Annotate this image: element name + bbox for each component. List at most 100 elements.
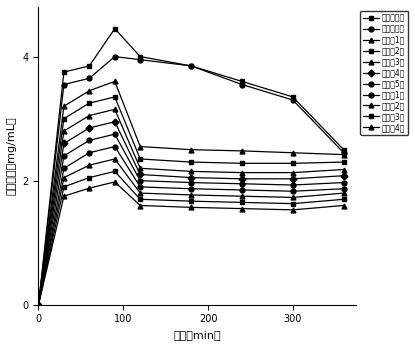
实施例4组 [61, 141, 66, 145]
对比例3组 [87, 176, 92, 180]
实施例2组 [188, 160, 193, 164]
实施例4组 [188, 176, 193, 180]
对比例1组 [290, 189, 295, 193]
实施例5组 [112, 132, 117, 136]
实施例1组 [87, 88, 92, 93]
实施例2组 [87, 101, 92, 105]
Y-axis label: 乙醇浓度（mg/mL）: 乙醇浓度（mg/mL） [7, 117, 17, 195]
Line: 对比例3组: 对比例3组 [36, 169, 346, 307]
实施例3组 [188, 169, 193, 174]
模型对照组 [239, 79, 244, 84]
实施例4组 [290, 177, 295, 181]
Line: 对比例2组: 对比例2组 [36, 156, 346, 307]
对比例3组 [239, 200, 244, 204]
对比例3组 [188, 199, 193, 203]
Line: 实施例3组: 实施例3组 [36, 107, 346, 307]
对比例2组 [61, 176, 66, 180]
实施例5组 [61, 154, 66, 158]
Line: 实施例5组: 实施例5组 [36, 132, 346, 307]
对比例3组 [61, 185, 66, 189]
实施例3组 [61, 129, 66, 133]
实施例1组 [112, 79, 117, 84]
实施例3组 [87, 113, 92, 118]
实施例3组 [290, 170, 295, 175]
Line: 对比例1组: 对比例1组 [36, 144, 346, 307]
模型对照组 [188, 64, 193, 68]
实施例5组 [188, 180, 193, 185]
实施例1组 [239, 149, 244, 153]
实施例4组 [341, 174, 346, 178]
对比例1组 [36, 303, 41, 307]
对比例2组 [239, 194, 244, 198]
实施例4组 [138, 172, 143, 177]
模型对照组 [61, 70, 66, 74]
实施例2组 [341, 160, 346, 164]
Line: 实施例2组: 实施例2组 [36, 94, 346, 307]
对比例1组 [138, 185, 143, 189]
对比例4组 [112, 180, 117, 184]
Line: 模型对照组: 模型对照组 [36, 26, 346, 307]
对比例4组 [138, 203, 143, 208]
X-axis label: 时间（min）: 时间（min） [173, 330, 221, 340]
模型对照组 [36, 303, 41, 307]
实施例4组 [36, 303, 41, 307]
实施例2组 [239, 161, 244, 166]
实施例5组 [239, 182, 244, 186]
实施例4组 [112, 120, 117, 124]
实施例1组 [290, 151, 295, 155]
Line: 对比例4组: 对比例4组 [36, 179, 346, 307]
对比例4组 [239, 206, 244, 211]
对比例3组 [341, 197, 346, 201]
阳性对照组 [188, 64, 193, 68]
阳性对照组 [341, 151, 346, 155]
阳性对照组 [36, 303, 41, 307]
模型对照组 [290, 95, 295, 99]
实施例5组 [341, 180, 346, 185]
模型对照组 [87, 64, 92, 68]
对比例1组 [239, 188, 244, 192]
模型对照组 [341, 147, 346, 152]
Line: 实施例4组: 实施例4组 [36, 119, 346, 307]
对比例2组 [341, 191, 346, 195]
对比例3组 [290, 202, 295, 206]
对比例1组 [188, 187, 193, 191]
对比例3组 [36, 303, 41, 307]
对比例4组 [87, 186, 92, 190]
阳性对照组 [87, 76, 92, 81]
阳性对照组 [112, 54, 117, 59]
实施例3组 [341, 168, 346, 172]
实施例5组 [290, 183, 295, 187]
实施例5组 [138, 179, 143, 183]
实施例1组 [341, 153, 346, 157]
对比例4组 [61, 194, 66, 198]
实施例4组 [239, 177, 244, 181]
实施例1组 [188, 147, 193, 152]
Line: 阳性对照组: 阳性对照组 [36, 54, 346, 307]
对比例4组 [188, 205, 193, 210]
对比例1组 [341, 187, 346, 191]
对比例1组 [87, 151, 92, 155]
对比例2组 [290, 195, 295, 200]
实施例3组 [36, 303, 41, 307]
实施例3组 [239, 170, 244, 175]
实施例5组 [36, 303, 41, 307]
对比例1组 [112, 144, 117, 149]
对比例4组 [290, 208, 295, 212]
实施例2组 [138, 157, 143, 161]
对比例3组 [112, 169, 117, 174]
对比例2组 [188, 193, 193, 197]
阳性对照组 [239, 83, 244, 87]
实施例4组 [87, 126, 92, 130]
模型对照组 [138, 54, 143, 59]
实施例1组 [138, 144, 143, 149]
实施例2组 [36, 303, 41, 307]
实施例2组 [112, 95, 117, 99]
对比例2组 [87, 163, 92, 167]
模型对照组 [112, 27, 117, 31]
实施例3组 [138, 166, 143, 170]
实施例3组 [112, 107, 117, 111]
对比例2组 [112, 157, 117, 161]
Legend: 模型对照组, 阳性对照组, 实施例1组, 实施例2组, 实施例3组, 实施例4组, 实施例5组, 对比例1组, 对比例2组, 对比例3组, 对比例4组: 模型对照组, 阳性对照组, 实施例1组, 实施例2组, 实施例3组, 实施例4组… [360, 11, 408, 135]
实施例2组 [290, 161, 295, 166]
实施例5组 [87, 138, 92, 142]
